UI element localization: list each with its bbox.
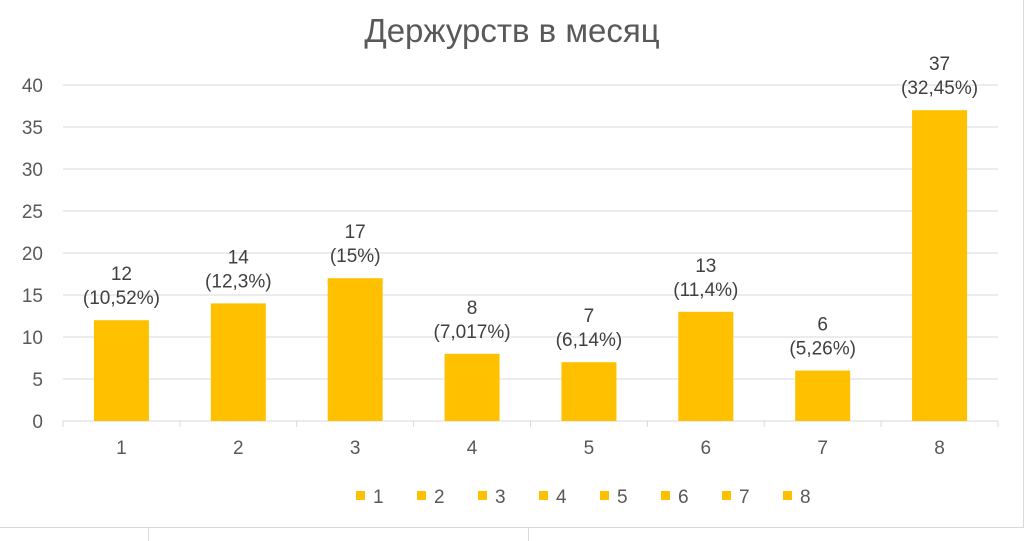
bar-6 — [678, 311, 734, 421]
y-tick-label: 5 — [32, 370, 43, 391]
legend-label: 5 — [617, 487, 628, 508]
legend-swatch — [783, 491, 792, 500]
bar-2 — [210, 303, 266, 421]
bar-3 — [327, 278, 383, 421]
y-tick-label: 20 — [22, 244, 43, 265]
bar-1 — [93, 320, 149, 421]
x-tick-label: 8 — [934, 438, 945, 459]
y-tick-label: 35 — [22, 118, 43, 139]
y-tick-label: 25 — [22, 202, 43, 223]
legend-swatch — [600, 491, 609, 500]
x-tick-label: 7 — [817, 438, 828, 459]
x-tick-label: 5 — [584, 438, 595, 459]
y-tick-label: 10 — [22, 328, 43, 349]
x-tick-label: 4 — [467, 438, 478, 459]
data-label-value: 17 — [345, 222, 366, 243]
bottom-divider-right — [528, 528, 529, 541]
legend-swatch — [356, 491, 365, 500]
data-label-percent: (11,4%) — [673, 280, 738, 301]
legend-label: 1 — [373, 487, 384, 508]
legend-label: 6 — [678, 487, 689, 508]
data-label-percent: (7,017%) — [434, 322, 511, 343]
bar-5 — [561, 362, 617, 421]
data-label-value: 13 — [695, 256, 716, 277]
x-tick-label: 2 — [233, 438, 244, 459]
bar-7 — [795, 370, 851, 421]
x-tick-label: 6 — [701, 438, 712, 459]
data-label-value: 12 — [111, 264, 132, 285]
y-tick-label: 40 — [22, 76, 43, 97]
legend-swatch — [478, 491, 487, 500]
data-label-value: 14 — [228, 247, 250, 268]
data-label-percent: (32,45%) — [901, 78, 978, 99]
data-label-value: 37 — [929, 54, 950, 75]
y-tick-label: 15 — [22, 286, 43, 307]
y-tick-label: 30 — [22, 160, 43, 181]
y-tick-label: 0 — [32, 412, 43, 433]
legend-label: 2 — [434, 487, 445, 508]
bottom-divider-left — [148, 528, 149, 541]
bar-8 — [912, 110, 968, 421]
data-label-percent: (12,3%) — [205, 271, 272, 292]
x-tick-label: 3 — [350, 438, 361, 459]
x-tick-label: 1 — [116, 438, 127, 459]
legend-swatch — [722, 491, 731, 500]
legend-label: 7 — [739, 487, 750, 508]
bar-4 — [444, 353, 500, 421]
data-label-percent: (10,52%) — [83, 288, 160, 309]
bar-chart: 051015202530354012(10,52%)114(12,3%)217(… — [22, 54, 999, 508]
legend-swatch — [661, 491, 670, 500]
legend-label: 4 — [556, 487, 567, 508]
data-label-value: 6 — [817, 315, 828, 336]
data-label-value: 8 — [467, 298, 478, 319]
legend-label: 3 — [495, 487, 506, 508]
legend-label: 8 — [800, 487, 811, 508]
data-label-percent: (15%) — [330, 246, 381, 267]
data-label-percent: (5,26%) — [789, 339, 856, 360]
legend-swatch — [417, 491, 426, 500]
chart-title: Держурств в месяц — [364, 12, 660, 49]
data-label-percent: (6,14%) — [556, 330, 623, 351]
data-label-value: 7 — [584, 306, 595, 327]
legend-swatch — [539, 491, 548, 500]
